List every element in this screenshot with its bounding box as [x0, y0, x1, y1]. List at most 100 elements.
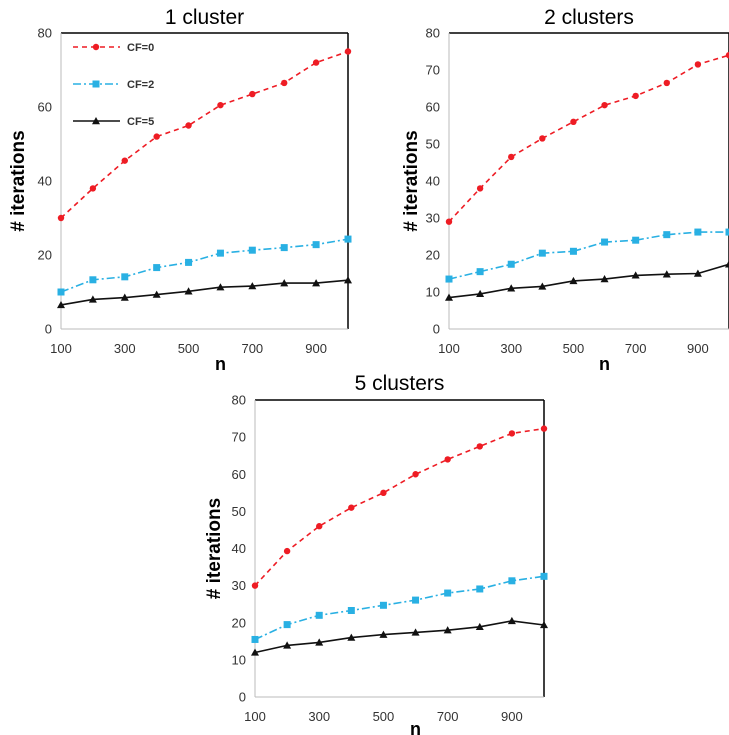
- chart-1-series-cf-5-point: [184, 287, 193, 295]
- chart-2-x-tick-label: 900: [687, 341, 709, 356]
- chart-2-series-cf-2-point: [663, 231, 671, 239]
- chart-3-series-cf-0-point: [380, 489, 387, 497]
- chart-1-series-cf-2-point: [121, 273, 129, 281]
- chart-1-series-cf-0-point: [57, 214, 65, 222]
- chart-2-plot-area: [445, 52, 729, 301]
- chart-2-series-cf-0-point: [601, 101, 608, 109]
- chart-2-series-cf-2-point: [538, 249, 546, 257]
- chart-1-series-cf-2-line: [60, 238, 349, 293]
- chart-2-x-tick-label: 500: [563, 341, 585, 356]
- chart-1-title: 1 cluster: [165, 6, 244, 29]
- chart-2-clusters: 2 clusters 0 10 20 30 40 50 60 70 80 100 300 500 700 9…: [401, 6, 729, 374]
- chart-1-series-cf-5-line: [60, 279, 349, 306]
- chart-3-series-cf-2-point: [444, 589, 452, 597]
- chart-1-series-cf-5-point: [57, 300, 65, 309]
- chart-3-series-cf-2-point: [315, 611, 323, 619]
- chart-3-title: 5 clusters: [355, 372, 445, 395]
- chart-1-series-cf-5-point: [280, 279, 289, 287]
- chart-2-y-tick-label: 0: [433, 322, 440, 337]
- chart-2-series-cf-2-line: [448, 231, 729, 280]
- chart-1-series-cf-0-point: [249, 90, 256, 98]
- chart-3-series-cf-2-point: [412, 596, 420, 604]
- chart-1-series-cf-2-point: [312, 241, 320, 249]
- chart-2-series-cf-2-point: [445, 275, 453, 283]
- chart-2-series-cf-5-point: [507, 284, 516, 292]
- chart-3-series-cf-5-point: [251, 648, 259, 656]
- chart-1-x-axis-label: n: [215, 354, 226, 374]
- chart-1-series-cf-2-point: [344, 235, 352, 243]
- chart-3-series-cf-5-point: [347, 633, 356, 641]
- chart-1-y-tick-label: 0: [45, 322, 52, 337]
- chart-2-series-cf-5-point: [538, 282, 547, 290]
- chart-3-series-cf-2-point: [540, 572, 548, 580]
- chart-2-series-cf-0-point: [570, 118, 577, 126]
- chart-3-x-tick-label: 300: [308, 709, 330, 724]
- chart-1-x-tick-label: 300: [114, 341, 136, 356]
- chart-3-series-cf-5-line: [254, 620, 545, 654]
- chart-3-series-cf-2-point: [347, 606, 355, 614]
- chart-1-series-cf-2-point: [248, 246, 256, 254]
- chart-2-series-cf-2-point: [569, 247, 577, 255]
- chart-1-series-cf-0-point: [312, 59, 320, 66]
- chart-1-y-tick-label: 40: [38, 174, 52, 189]
- chart-3-series-cf-0-point: [476, 443, 483, 450]
- chart-1-y-tick-label: 80: [38, 26, 52, 41]
- chart-2-series-cf-0-point: [725, 52, 729, 59]
- chart-2-y-tick-label: 20: [426, 248, 440, 263]
- legend-entry-cf-2: CF=2: [127, 79, 154, 91]
- chart-3-series-cf-2-point: [251, 635, 259, 643]
- legend: CF=0 CF=2 CF=5: [73, 42, 154, 128]
- chart-2-series-cf-0-point: [663, 79, 670, 87]
- chart-2-series-cf-2-point: [601, 238, 609, 246]
- legend-entry-cf-5: CF=5: [127, 116, 154, 128]
- chart-2-series-cf-5-point: [631, 271, 640, 279]
- chart-3-y-tick-label: 40: [232, 541, 246, 556]
- chart-3-series-cf-2-point: [283, 621, 291, 629]
- chart-2-series-cf-2-point: [476, 268, 484, 276]
- chart-3-x-tick-label: 100: [244, 709, 266, 724]
- chart-1-series-cf-2-point: [185, 258, 193, 266]
- chart-2-series-cf-5-point: [725, 260, 729, 268]
- chart-1-series-cf-0-line: [60, 50, 349, 219]
- chart-1-series-cf-0-point: [121, 157, 128, 164]
- chart-2-y-tick-label: 40: [426, 174, 440, 189]
- chart-3-y-tick-label: 80: [232, 393, 246, 408]
- chart-3-plot-area: [251, 425, 548, 656]
- chart-3-y-tick-label: 50: [232, 504, 246, 519]
- chart-2-y-tick-label: 30: [426, 211, 440, 226]
- chart-2-series-cf-0-point: [445, 218, 453, 225]
- chart-3-y-tick-label: 10: [232, 652, 246, 667]
- chart-3-series-cf-5-point: [411, 628, 420, 636]
- chart-2-series-cf-5-line: [448, 263, 729, 299]
- chart-3-series-cf-0-point: [283, 547, 291, 555]
- chart-2-x-tick-label: 700: [625, 341, 647, 356]
- chart-3-series-cf-0-point: [348, 504, 355, 511]
- chart-3-series-cf-0-line: [254, 427, 545, 587]
- chart-3-series-cf-2-point: [508, 577, 516, 585]
- chart-2-x-tick-label: 300: [500, 341, 522, 356]
- chart-2-x-tick-label: 100: [438, 341, 460, 356]
- chart-3-series-cf-0-point: [444, 456, 451, 463]
- chart-1-series-cf-2-point: [280, 244, 288, 252]
- chart-3-x-axis-label: n: [410, 719, 421, 735]
- chart-2-series-cf-0-point: [508, 153, 515, 161]
- chart-1-y-tick-label: 20: [38, 248, 52, 263]
- chart-5-clusters: 5 clusters 0 10 20 30 40 50 60 70 80 100 300 500 700 9…: [204, 372, 548, 735]
- chart-1-x-tick-label: 900: [305, 341, 327, 356]
- chart-1-cluster: 1 cluster 0 20 40 60 80 100 300 500 700 900 # itera…: [8, 6, 352, 374]
- chart-3-y-tick-label: 0: [239, 690, 246, 705]
- chart-2-series-cf-0-point: [539, 135, 546, 142]
- chart-2-series-cf-2-point: [725, 228, 729, 236]
- chart-3-y-axis-label: # iterations: [204, 498, 225, 599]
- chart-2-x-axis-label: n: [599, 354, 610, 374]
- chart-2-series-cf-5-point: [600, 275, 609, 283]
- chart-3-series-cf-5-point: [540, 620, 548, 629]
- chart-1-x-tick-label: 100: [50, 341, 72, 356]
- chart-2-series-cf-0-point: [694, 61, 702, 68]
- chart-3-series-cf-2-point: [379, 601, 387, 609]
- chart-2-y-tick-label: 10: [426, 285, 440, 300]
- chart-1-y-axis-label: # iterations: [8, 130, 29, 231]
- chart-1-series-cf-0-point: [344, 48, 352, 55]
- chart-1-series-cf-0-point: [281, 79, 288, 87]
